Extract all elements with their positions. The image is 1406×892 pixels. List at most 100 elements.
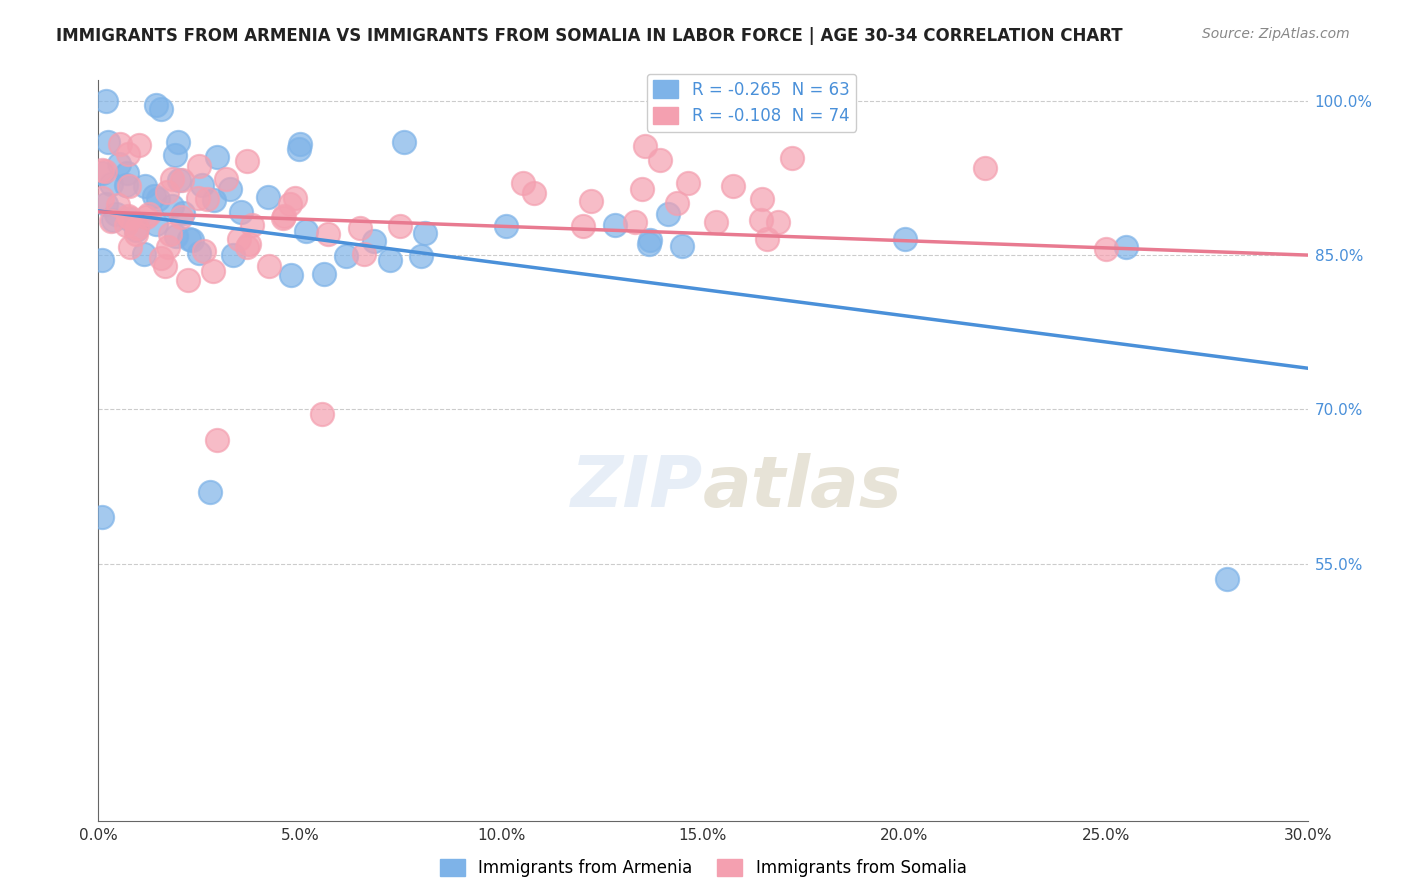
Point: [378, 252, 401, 267]
Point: [392, 135, 415, 149]
Point: [284, 191, 307, 205]
Point: [162, 199, 184, 213]
Point: [388, 219, 411, 234]
Point: [523, 186, 546, 200]
Point: [187, 191, 209, 205]
Point: [159, 227, 181, 242]
Point: [749, 213, 772, 227]
Point: [107, 197, 129, 211]
Point: [134, 247, 156, 261]
Legend: R = -0.265  N = 63, R = -0.108  N = 74: R = -0.265 N = 63, R = -0.108 N = 74: [647, 74, 856, 132]
Point: [156, 240, 179, 254]
Point: [288, 136, 311, 151]
Text: ZIP: ZIP: [571, 453, 703, 522]
Point: [893, 232, 915, 246]
Point: [235, 153, 257, 168]
Point: [311, 408, 333, 422]
Point: [118, 211, 141, 226]
Point: [278, 197, 301, 211]
Point: [353, 247, 375, 261]
Point: [134, 178, 156, 193]
Point: [156, 186, 179, 200]
Point: [118, 178, 141, 193]
Point: [193, 244, 215, 258]
Point: [117, 209, 139, 223]
Point: [294, 223, 316, 237]
Point: [780, 151, 803, 165]
Legend: Immigrants from Armenia, Immigrants from Somalia: Immigrants from Armenia, Immigrants from…: [433, 852, 973, 884]
Point: [94, 95, 117, 109]
Point: [180, 233, 202, 247]
Text: Source: ZipAtlas.com: Source: ZipAtlas.com: [1202, 27, 1350, 41]
Point: [238, 236, 260, 251]
Point: [94, 196, 117, 211]
Point: [135, 210, 157, 224]
Point: [91, 165, 114, 179]
Point: [125, 222, 148, 236]
Point: [118, 212, 141, 227]
Point: [97, 135, 120, 149]
Point: [202, 264, 225, 278]
Point: [190, 178, 212, 193]
Point: [125, 227, 148, 241]
Point: [160, 172, 183, 186]
Point: [634, 138, 657, 153]
Point: [630, 181, 652, 195]
Point: [624, 215, 647, 229]
Text: IMMIGRANTS FROM ARMENIA VS IMMIGRANTS FROM SOMALIA IN LABOR FORCE | AGE 30-34 CO: IMMIGRANTS FROM ARMENIA VS IMMIGRANTS FR…: [56, 27, 1123, 45]
Point: [125, 221, 148, 235]
Point: [138, 207, 160, 221]
Point: [721, 178, 744, 193]
Point: [257, 189, 280, 203]
Point: [1095, 242, 1118, 256]
Point: [153, 259, 176, 273]
Point: [648, 153, 671, 167]
Point: [115, 178, 138, 193]
Point: [166, 136, 188, 150]
Point: [751, 192, 773, 206]
Point: [198, 484, 221, 499]
Point: [172, 206, 194, 220]
Point: [150, 102, 173, 116]
Point: [91, 191, 114, 205]
Point: [676, 176, 699, 190]
Point: [229, 204, 252, 219]
Point: [1115, 239, 1137, 253]
Point: [280, 268, 302, 283]
Point: [335, 249, 357, 263]
Point: [363, 234, 385, 248]
Point: [187, 160, 209, 174]
Point: [128, 138, 150, 153]
Point: [91, 163, 114, 178]
Point: [974, 161, 997, 176]
Point: [512, 176, 534, 190]
Point: [115, 218, 138, 232]
Point: [287, 142, 309, 156]
Point: [766, 215, 789, 229]
Point: [145, 217, 167, 231]
Point: [236, 240, 259, 254]
Point: [188, 245, 211, 260]
Point: [91, 253, 114, 268]
Point: [117, 166, 139, 180]
Point: [205, 433, 228, 447]
Point: [603, 218, 626, 232]
Point: [572, 219, 595, 233]
Point: [108, 156, 131, 170]
Point: [108, 136, 131, 151]
Point: [671, 239, 693, 253]
Point: [273, 210, 295, 224]
Point: [163, 148, 186, 162]
Point: [169, 173, 191, 187]
Point: [349, 221, 371, 235]
Point: [170, 173, 193, 187]
Point: [149, 251, 172, 265]
Point: [215, 172, 238, 186]
Point: [165, 229, 187, 244]
Point: [755, 232, 778, 246]
Point: [495, 219, 517, 234]
Point: [145, 97, 167, 112]
Point: [143, 189, 166, 203]
Text: atlas: atlas: [703, 453, 903, 522]
Point: [409, 249, 432, 263]
